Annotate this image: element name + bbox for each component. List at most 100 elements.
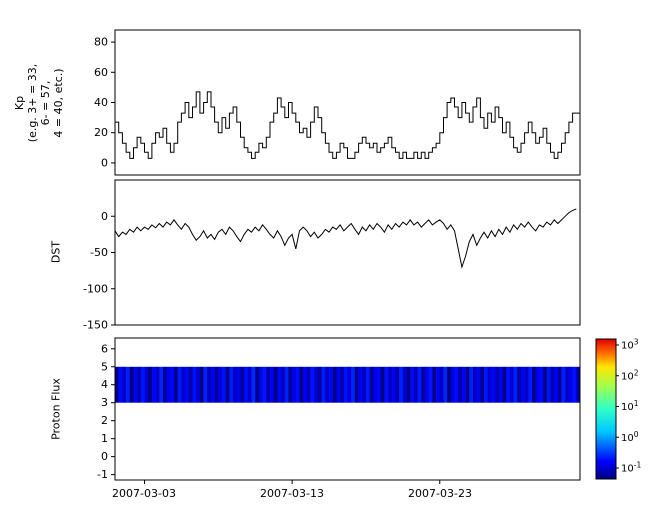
flux-column [557,366,562,403]
flux-column [380,366,385,403]
flux-column [266,366,271,403]
flux-column [340,366,345,403]
flux-column [196,366,201,403]
flux-column [277,366,282,403]
flux-column [192,366,197,403]
flux-column [391,366,396,403]
y-tick-label: -150 [83,319,108,332]
flux-column [535,366,540,403]
y-tick-label: -100 [83,282,108,295]
y-tick-label: 20 [94,126,108,139]
flux-column [240,366,245,403]
x-tick-label-1: 2007-03-03 [112,487,176,500]
flux-column [188,366,193,403]
panel-dst: -150 -100 -50 0 [83,179,581,332]
flux-column [306,366,311,403]
flux-column [214,366,219,403]
flux-column [365,366,370,403]
flux-column [439,366,444,403]
colorbar-tick-label: 100 [621,430,639,444]
flux-column [491,366,496,403]
flux-column [336,366,341,403]
y-tick-label: 0 [101,450,108,463]
flux-column [133,366,138,403]
colorbar-tick-label: 10-1 [621,461,641,475]
flux-column [436,366,441,403]
kp-series-line [115,91,580,159]
proton-flux-axis-label: Proton Flux [49,378,63,440]
flux-column [509,366,514,403]
colorbar-tick-label: 103 [621,338,639,352]
flux-column [255,366,260,403]
flux-column [554,366,559,403]
y-tick-label: 0 [101,156,108,169]
flux-column [495,366,500,403]
flux-column [122,366,127,403]
flux-column [229,366,234,403]
flux-column [517,366,522,403]
flux-column [203,366,208,403]
flux-column [546,366,551,403]
flux-column [358,366,363,403]
y-tick-label: 5 [101,360,108,373]
flux-column [314,366,319,403]
flux-column [465,366,470,403]
panel-border [114,29,581,176]
y-tick-label: 80 [94,36,108,49]
flux-column [450,366,455,403]
flux-column [218,366,223,403]
flux-column [137,366,142,403]
flux-column [258,366,263,403]
flux-column [210,366,215,403]
flux-column [262,366,267,403]
kp-axis-label-line4: 4 = 40, etc.) [52,68,65,138]
flux-column [461,366,466,403]
flux-column [343,366,348,403]
flux-column [321,366,326,403]
kp-axis-label-line1: Kp [13,95,26,111]
x-tick-label-3: 2007-03-23 [408,487,472,500]
flux-column [281,366,286,403]
flux-column [148,366,153,403]
flux-column [351,366,356,403]
flux-column [561,366,566,403]
flux-column [362,366,367,403]
flux-column [425,366,429,403]
flux-column [524,366,529,403]
y-tick-label: 2 [101,414,108,427]
flux-column [469,366,474,403]
flux-column [550,366,555,403]
y-tick-label: 4 [101,378,108,391]
flux-column [151,366,156,403]
panel-border [114,337,581,481]
flux-column [162,366,167,403]
flux-column [244,366,249,403]
y-tick-label: 3 [101,396,108,409]
flux-column [532,366,537,403]
flux-column [399,366,404,403]
flux-column [126,366,131,403]
y-tick-label: 0 [101,210,108,223]
flux-column [159,366,164,403]
flux-column [458,366,463,403]
colorbar-tick-label: 101 [621,399,639,413]
flux-column [299,366,304,403]
flux-column [576,366,581,403]
flux-column [454,366,459,403]
flux-column [166,366,171,403]
flux-column [487,366,492,403]
flux-column [502,366,507,403]
flux-column [329,366,334,403]
panel-border [114,179,581,326]
flux-column [565,366,570,403]
flux-column [428,366,433,403]
flux-column [233,366,238,403]
flux-column [388,366,393,403]
flux-column [303,366,308,403]
dst-axis-label: DST [49,240,63,264]
flux-column [325,366,330,403]
flux-column [476,366,481,403]
flux-column [273,366,278,403]
x-tick-label-2: 2007-03-13 [260,487,324,500]
